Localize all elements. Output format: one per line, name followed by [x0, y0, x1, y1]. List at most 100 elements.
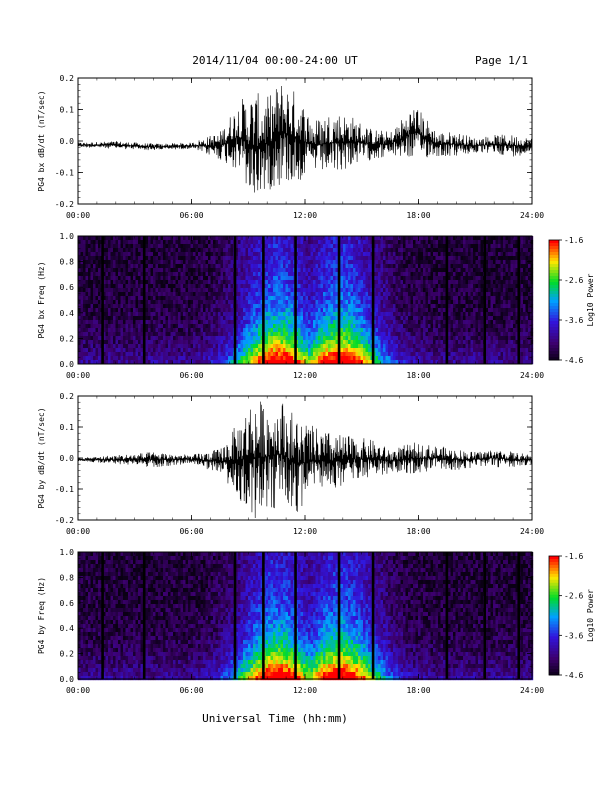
heatmap-cell: [438, 356, 441, 361]
heatmap-cell: [310, 308, 314, 313]
heatmap-cell: [188, 284, 191, 289]
heatmap-cell: [408, 276, 411, 281]
heatmap-cell: [275, 352, 279, 357]
heatmap-cell: [343, 260, 346, 265]
heatmap-cell: [443, 284, 446, 289]
heatmap-cell: [325, 240, 329, 245]
heatmap-cell: [415, 240, 419, 245]
heatmap-cell: [238, 284, 241, 289]
heatmap-cell: [358, 328, 361, 333]
heatmap-cell: [270, 236, 274, 241]
heatmap-cell: [85, 236, 89, 241]
heatmap-cell: [400, 276, 404, 281]
heatmap-cell: [343, 248, 346, 253]
heatmap-cell: [440, 312, 444, 317]
heatmap-cell: [140, 352, 144, 357]
heatmap-cell: [215, 268, 219, 273]
heatmap-cell: [305, 276, 309, 281]
heatmap-cell: [218, 244, 221, 249]
heatmap-cell: [208, 312, 211, 317]
heatmap-cell: [198, 240, 201, 245]
heatmap-cell: [238, 328, 241, 333]
heatmap-cell: [448, 340, 451, 345]
heatmap-cell: [435, 280, 439, 285]
heatmap-cell: [365, 276, 369, 281]
heatmap-cell: [133, 236, 136, 241]
heatmap-cell: [385, 252, 389, 257]
heatmap-cell: [80, 360, 84, 365]
heatmap-cell: [235, 248, 239, 253]
heatmap-cell: [178, 276, 181, 281]
heatmap-cell: [420, 292, 424, 297]
heatmap-cell: [190, 356, 194, 361]
heatmap-cell: [345, 356, 349, 361]
heatmap-cell: [193, 348, 196, 353]
heatmap-cell: [320, 320, 324, 325]
heatmap-cell: [113, 260, 116, 265]
heatmap-cell: [93, 272, 96, 277]
heatmap-cell: [415, 320, 419, 325]
heatmap-cell: [245, 244, 249, 249]
heatmap-cell: [133, 264, 136, 269]
heatmap-cell: [305, 340, 309, 345]
heatmap-cell: [430, 360, 434, 365]
heatmap-cell: [158, 332, 161, 337]
heatmap-cell: [83, 332, 86, 337]
heatmap-cell: [228, 248, 231, 253]
heatmap-cell: [308, 296, 311, 301]
heatmap-cell: [80, 260, 84, 265]
heatmap-cell: [175, 248, 179, 253]
heatmap-cell: [395, 288, 399, 293]
heatmap-cell: [303, 336, 306, 341]
heatmap-cell: [415, 248, 419, 253]
heatmap-cell: [408, 336, 411, 341]
heatmap-cell: [330, 324, 334, 329]
heatmap-cell: [423, 264, 426, 269]
heatmap-cell: [455, 280, 459, 285]
heatmap-cell: [268, 308, 271, 313]
heatmap-cell: [438, 272, 441, 277]
heatmap-cell: [225, 252, 229, 257]
heatmap-cell: [140, 252, 144, 257]
heatmap-cell: [125, 268, 129, 273]
heatmap-cell: [213, 348, 216, 353]
heatmap-cell: [115, 356, 119, 361]
heatmap-cell: [385, 240, 389, 245]
heatmap-cell: [363, 312, 366, 317]
heatmap-cell: [155, 320, 159, 325]
heatmap-cell: [90, 328, 94, 333]
heatmap-cell: [393, 312, 396, 317]
heatmap-cell: [243, 300, 246, 305]
heatmap-cell: [325, 296, 329, 301]
heatmap-cell: [295, 300, 299, 305]
heatmap-cell: [203, 360, 206, 365]
heatmap-cell: [183, 272, 186, 277]
y-tick-label: -0.2: [55, 200, 74, 209]
heatmap-cell: [178, 332, 181, 337]
heatmap-cell: [208, 316, 211, 321]
heatmap-cell: [340, 256, 344, 261]
heatmap-cell: [170, 284, 174, 289]
heatmap-cell: [78, 300, 81, 305]
heatmap-cell: [440, 296, 444, 301]
heatmap-cell: [448, 328, 451, 333]
heatmap-cell: [295, 252, 299, 257]
heatmap-cell: [288, 252, 291, 257]
heatmap-cell: [95, 264, 99, 269]
heatmap-cell: [193, 264, 196, 269]
heatmap-cell: [215, 356, 219, 361]
heatmap-cell: [123, 312, 126, 317]
heatmap-cell: [135, 292, 139, 297]
heatmap-cell: [178, 356, 181, 361]
heatmap-cell: [345, 336, 349, 341]
heatmap-cell: [218, 320, 221, 325]
heatmap-cell: [418, 272, 421, 277]
heatmap-cell: [170, 260, 174, 265]
heatmap-cell: [403, 336, 406, 341]
heatmap-cell: [320, 252, 324, 257]
heatmap-cell: [323, 248, 326, 253]
heatmap-cell: [135, 288, 139, 293]
heatmap-cell: [305, 332, 309, 337]
heatmap-cell: [255, 288, 259, 293]
